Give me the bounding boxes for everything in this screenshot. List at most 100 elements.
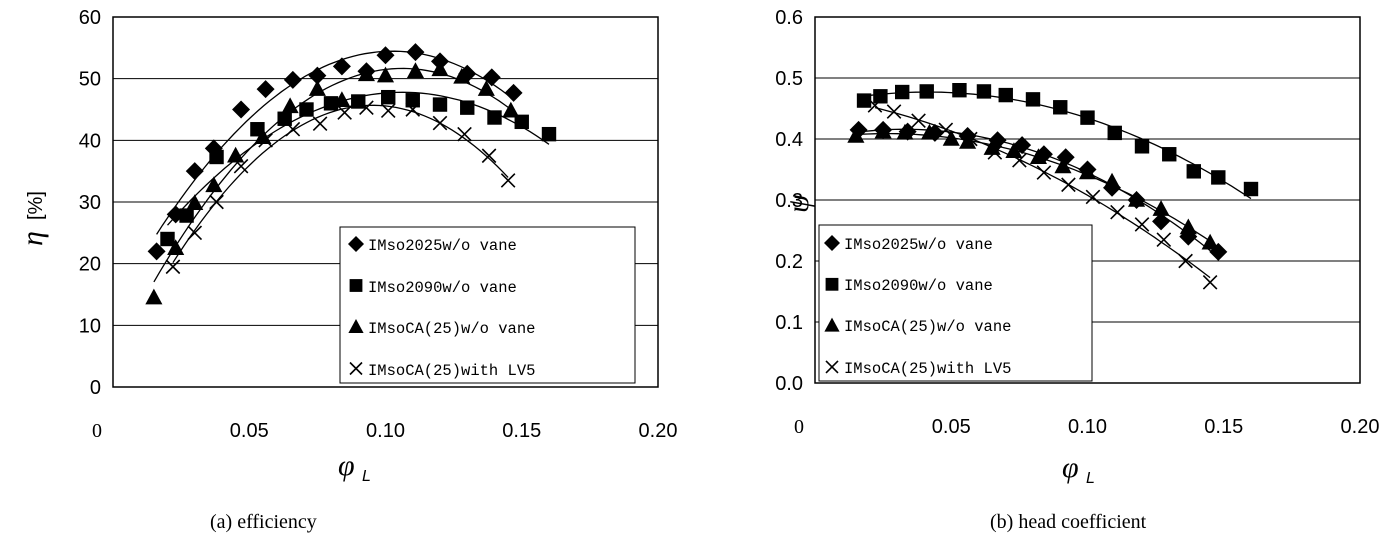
head-coefficient-x-symbol: φ (1062, 451, 1079, 484)
y-tick-label: 30 (79, 192, 101, 214)
head-coefficient-legend-box (818, 224, 1093, 382)
data-point-imsoca-25-with-lv5 (380, 103, 396, 119)
x-tick-label: 0.05 (932, 416, 971, 438)
data-point-imso2025w-o-vane (308, 66, 327, 85)
data-point-imsoca-25-w-o-vane (1179, 218, 1197, 235)
head-coefficient-legend-markers (824, 235, 840, 374)
x-tick-label: 0.20 (639, 420, 678, 442)
efficiency-x-symbol: φ (338, 449, 355, 482)
data-point-imsoca-25-w-o-vane (281, 97, 299, 114)
legend-marker-imso2090w-o-vane (349, 279, 363, 292)
data-point-imsoca-25-w-o-vane (186, 194, 204, 210)
data-point-imso2090w-o-vane (1107, 125, 1122, 141)
data-point-imsoca-25-w-o-vane (308, 80, 326, 96)
x-tick-label: 0.05 (230, 420, 269, 442)
data-point-imsoca-25-with-lv5 (233, 158, 249, 174)
data-point-imso2025w-o-vane (256, 80, 275, 99)
data-point-imsoca-25-with-lv5 (165, 259, 181, 275)
data-point-imsoca-25-with-lv5 (1036, 165, 1052, 180)
head-coefficient-legend-label-1: IMso2025w/o vane (844, 236, 993, 254)
data-point-imsoca-25-with-lv5 (337, 105, 352, 120)
data-point-imsoca-25-with-lv5 (987, 145, 1003, 160)
data-point-imsoca-25-with-lv5 (457, 126, 472, 142)
data-point-imsoca-25-w-o-vane (205, 176, 223, 193)
fit-curve-imsoca-25-w-o-vane (855, 132, 1211, 242)
data-point-imso2090w-o-vane (460, 100, 475, 115)
data-point-imsoca-25-w-o-vane (431, 60, 449, 77)
data-point-imsoca-25-w-o-vane (1201, 233, 1219, 250)
legend-marker-imsoca-25-w-o-vane (824, 317, 840, 332)
head-coefficient-x-tick-labels: 0 0.05 0.10 0.15 0.20 (794, 416, 1379, 438)
head-coefficient-y-axis-label: ψ (782, 193, 815, 213)
head-coefficient-legend-label-4: IMsoCA(25)with LV5 (844, 360, 1011, 378)
data-point-imso2090w-o-vane (179, 208, 194, 223)
data-point-imso2090w-o-vane (856, 93, 872, 108)
data-point-imso2090w-o-vane (952, 83, 967, 98)
head-coefficient-legend: IMso2025w/o vane IMso2090w/o vane IMsoCA… (818, 224, 1093, 382)
y-tick-label: 0.2 (775, 251, 803, 273)
data-point-imso2090w-o-vane (1162, 147, 1177, 162)
data-point-imsoca-25-with-lv5 (359, 100, 374, 115)
data-point-imsoca-25-with-lv5 (1156, 232, 1172, 247)
legend-marker-imsoca-25-with-lv5 (349, 361, 363, 376)
y-tick-label: 10 (79, 315, 101, 337)
data-point-imso2090w-o-vane (998, 87, 1013, 103)
data-point-imso2090w-o-vane (514, 114, 529, 130)
efficiency-y-axis-label: η [%] (16, 191, 49, 246)
efficiency-y-symbol: η (16, 231, 49, 246)
data-point-imsoca-25-w-o-vane (502, 101, 520, 118)
data-point-imso2090w-o-vane (351, 94, 366, 109)
data-point-imsoca-25-with-lv5 (911, 113, 926, 129)
data-point-imsoca-25-w-o-vane (227, 146, 245, 163)
data-point-imsoca-25-w-o-vane (874, 122, 892, 139)
y-tick-label: 0 (90, 377, 101, 399)
data-point-imsoca-25-with-lv5 (432, 115, 448, 131)
data-point-imso2025w-o-vane (1152, 212, 1171, 231)
data-point-imsoca-25-with-lv5 (285, 121, 301, 137)
legend-marker-imsoca-25-w-o-vane (348, 319, 364, 333)
head-coefficient-x-subscript: L (1086, 470, 1095, 487)
data-point-imso2090w-o-vane (1080, 110, 1095, 125)
data-point-imsoca-25-w-o-vane (920, 123, 938, 140)
data-point-imso2090w-o-vane (160, 231, 175, 247)
data-point-imso2025w-o-vane (504, 83, 523, 102)
data-point-imso2025w-o-vane (232, 100, 251, 119)
y-tick-label: 0.1 (775, 312, 803, 334)
data-point-imsoca-25-w-o-vane (1078, 163, 1097, 180)
data-point-imso2090w-o-vane (432, 97, 448, 112)
data-point-imso2090w-o-vane (1053, 100, 1068, 115)
data-point-imsoca-25-with-lv5 (867, 98, 883, 113)
head-coefficient-legend-label-3: IMsoCA(25)w/o vane (844, 318, 1011, 336)
data-point-imso2025w-o-vane (147, 242, 166, 261)
data-point-imsoca-25-w-o-vane (942, 130, 960, 146)
head-coefficient-y-tick-labels: 0.0 0.1 0.2 0.3 0.4 0.5 0.6 (775, 7, 803, 395)
data-point-imso2090w-o-vane (1186, 164, 1201, 179)
efficiency-data-points (145, 43, 557, 305)
data-point-imsoca-25-w-o-vane (453, 67, 471, 84)
efficiency-legend: IMso2025w/o vane IMso2090w/o vane IMsoCA… (339, 226, 636, 384)
data-point-imsoca-25-with-lv5 (963, 131, 978, 147)
data-point-imsoca-25-w-o-vane (1029, 148, 1047, 165)
data-point-imso2025w-o-vane (185, 162, 204, 181)
data-point-imsoca-25-with-lv5 (1012, 153, 1027, 168)
data-point-imsoca-25-w-o-vane (333, 91, 351, 107)
data-point-imsoca-25-w-o-vane (1128, 191, 1146, 207)
head-coefficient-legend-label-2: IMso2090w/o vane (844, 277, 993, 295)
data-point-imso2090w-o-vane (976, 84, 992, 99)
data-point-imsoca-25-w-o-vane (847, 126, 865, 143)
data-point-imsoca-25-with-lv5 (938, 122, 954, 138)
data-point-imsoca-25-w-o-vane (406, 62, 425, 79)
data-point-imsoca-25-w-o-vane (254, 128, 272, 144)
data-point-imso2090w-o-vane (873, 89, 888, 104)
head-coefficient-plot-frame (814, 16, 1361, 384)
data-point-imsoca-25-w-o-vane (1103, 172, 1121, 189)
data-point-imsoca-25-with-lv5 (1178, 253, 1193, 269)
data-point-imsoca-25-w-o-vane (1152, 200, 1170, 216)
y-tick-label: 40 (79, 130, 101, 152)
data-point-imsoca-25-w-o-vane (357, 65, 375, 82)
data-point-imso2090w-o-vane (541, 126, 557, 142)
y-tick-label: 0.6 (775, 7, 803, 29)
data-point-imsoca-25-w-o-vane (376, 66, 395, 83)
data-point-imso2090w-o-vane (1211, 170, 1226, 185)
